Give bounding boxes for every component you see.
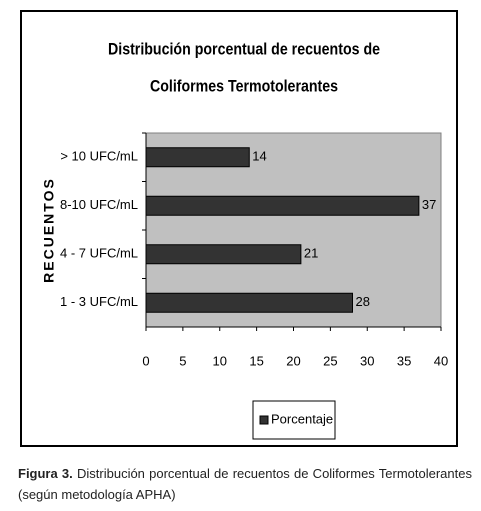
caption-label: Figura 3. [18,466,73,481]
x-tick-label: 35 [397,353,411,368]
value-label: 28 [356,294,370,309]
y-axis-label: RECUENTOS [41,177,57,283]
x-tick-label: 15 [249,353,263,368]
value-label: 37 [422,197,436,212]
legend-swatch [259,415,269,425]
x-tick-label: 5 [179,353,186,368]
bar [145,244,302,265]
legend-label: Porcentaje [271,411,333,426]
bar [145,195,420,216]
chart-title: Coliformes Termotolerantes [150,76,338,95]
value-label: 21 [304,246,318,261]
bar [145,147,250,168]
y-tick-label: 1 - 3 UFC/mL [60,294,138,309]
caption-text: Distribución porcentual de recuentos de … [18,466,472,502]
chart-title: Distribución porcentual de recuentos de [108,39,380,58]
figure-caption: Figura 3. Distribución porcentual de rec… [18,463,472,505]
bar [145,292,353,313]
chart: Distribución porcentual de recuentos de … [20,10,458,447]
y-tick-label: > 10 UFC/mL [60,149,138,164]
x-tick-label: 40 [434,353,448,368]
x-tick-label: 30 [360,353,374,368]
x-tick-label: 20 [286,353,300,368]
x-tick-label: 10 [213,353,227,368]
value-label: 14 [252,149,266,164]
x-tick-label: 0 [142,353,149,368]
y-tick-label: 8-10 UFC/mL [60,197,138,212]
y-tick-label: 4 - 7 UFC/mL [60,246,138,261]
x-tick-label: 25 [323,353,337,368]
